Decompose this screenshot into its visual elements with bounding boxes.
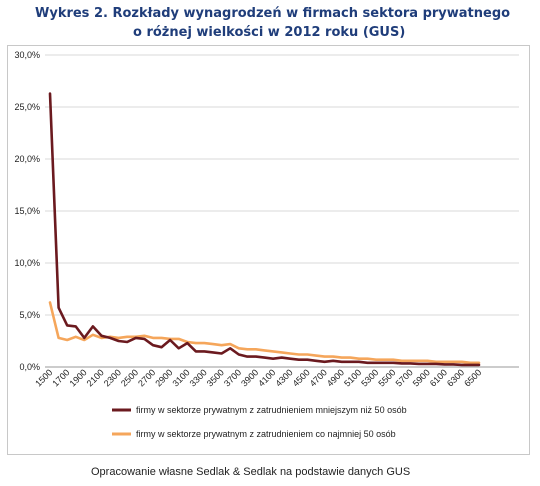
- x-tick-label: 5500: [376, 367, 397, 388]
- x-tick-label: 2900: [153, 367, 174, 388]
- x-tick-label: 1900: [67, 367, 88, 388]
- x-tick-label: 5300: [359, 367, 380, 388]
- x-tick-label: 3100: [170, 367, 191, 388]
- x-tick-label: 2100: [85, 367, 106, 388]
- y-tick-label: 15,0%: [14, 206, 40, 216]
- y-tick-label: 20,0%: [14, 154, 40, 164]
- x-tick-label: 5700: [394, 367, 415, 388]
- chart-frame: [7, 45, 530, 455]
- y-tick-label: 0,0%: [19, 362, 40, 372]
- series-line-2: [48, 301, 481, 365]
- x-tick-label: 3900: [239, 367, 260, 388]
- y-tick-label: 10,0%: [14, 258, 40, 268]
- y-tick-label: 30,0%: [14, 50, 40, 60]
- x-tick-label: 4500: [291, 367, 312, 388]
- x-tick-label: 4700: [308, 367, 329, 388]
- x-tick-label: 1700: [50, 367, 71, 388]
- x-tick-label: 6300: [445, 367, 466, 388]
- x-tick-label: 2700: [136, 367, 157, 388]
- x-tick-label: 2300: [102, 367, 123, 388]
- x-tick-label: 6500: [462, 367, 483, 388]
- x-tick-label: 3700: [222, 367, 243, 388]
- series-line-1: [48, 92, 481, 367]
- chart-title-line-2: o różnej wielkości w 2012 roku (GUS): [133, 25, 406, 40]
- x-tick-label: 5900: [411, 367, 432, 388]
- x-tick-label: 4100: [256, 367, 277, 388]
- x-tick-label: 4900: [325, 367, 346, 388]
- x-tick-label: 3500: [205, 367, 226, 388]
- x-tick-label: 4300: [273, 367, 294, 388]
- chart-title-line-1: Wykres 2. Rozkłady wynagrodzeń w firmach…: [35, 6, 511, 21]
- x-tick-label: 3300: [188, 367, 209, 388]
- legend-label-1: firmy w sektorze prywatnym z zatrudnieni…: [136, 405, 407, 415]
- y-tick-label: 25,0%: [14, 102, 40, 112]
- x-tick-label: 5100: [342, 367, 363, 388]
- y-tick-label: 5,0%: [19, 310, 40, 320]
- source-note: Opracowanie własne Sedlak & Sedlak na po…: [91, 466, 411, 478]
- x-tick-label: 2500: [119, 367, 140, 388]
- legend-label-2: firmy w sektorze prywatnym z zatrudnieni…: [136, 429, 396, 439]
- x-tick-label: 6100: [428, 367, 449, 388]
